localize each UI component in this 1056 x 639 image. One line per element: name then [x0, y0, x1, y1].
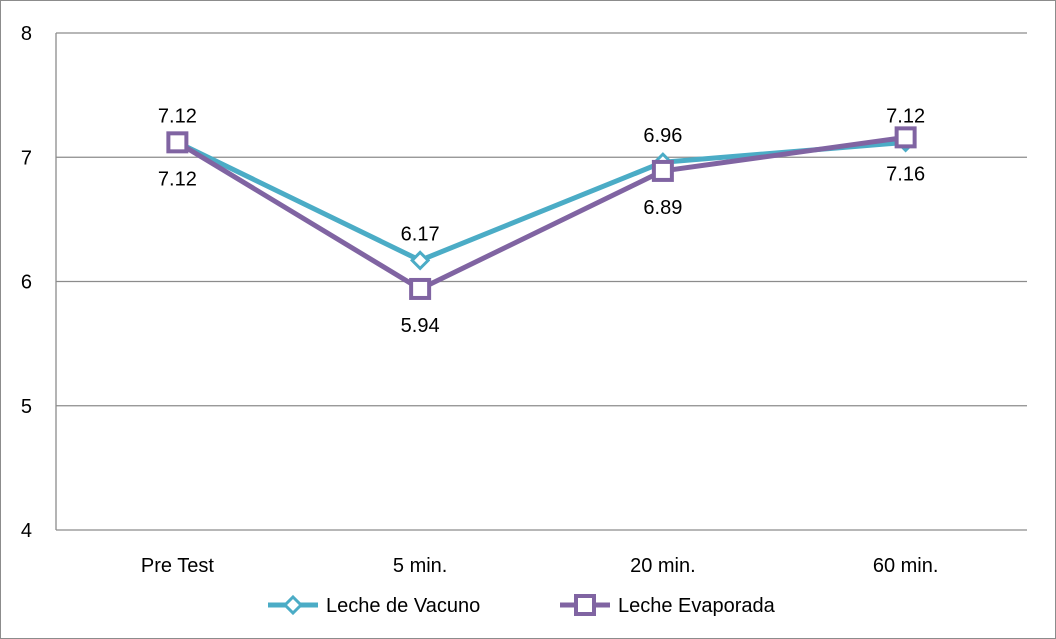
legend-label: Leche de Vacuno [326, 595, 480, 617]
legend-marker-2 [574, 594, 596, 616]
series-2-point-4 [894, 126, 917, 149]
data-labels: 7.12 6.17 6.96 7.12 7.12 5.94 6.89 7.16 [158, 105, 925, 337]
data-label: 6.17 [401, 223, 440, 245]
series-2-point-3 [651, 159, 674, 182]
data-label: 7.16 [886, 163, 925, 185]
legend: Leche de Vacuno Leche Evaporada [268, 594, 776, 617]
series-2-point-1 [166, 131, 189, 154]
data-label: 6.89 [643, 197, 682, 219]
legend-label: Leche Evaporada [618, 595, 776, 617]
series-lines [176, 134, 906, 292]
data-label: 7.12 [158, 105, 197, 127]
x-axis-tick-labels: Pre Test 5 min. 20 min. 60 min. [141, 555, 939, 577]
y-axis-tick-labels: 4 5 6 7 8 [21, 23, 32, 542]
data-label: 7.12 [158, 168, 197, 190]
series-markers [166, 126, 917, 300]
y-tick-label: 7 [21, 147, 32, 169]
gridlines [56, 32, 1027, 407]
data-label: 7.12 [886, 105, 925, 127]
y-tick-label: 4 [21, 520, 32, 542]
plot-area [55, 33, 1027, 531]
data-label: 5.94 [401, 315, 440, 337]
x-tick-label: 20 min. [630, 555, 696, 577]
legend-marker-1 [282, 594, 304, 616]
series-line-2 [176, 134, 906, 292]
series-line-1 [176, 139, 906, 263]
y-tick-label: 6 [21, 272, 32, 294]
x-tick-label: Pre Test [141, 555, 214, 577]
series-1-point-2 [410, 250, 431, 271]
series-2-point-2 [409, 277, 432, 300]
x-tick-label: 5 min. [393, 555, 447, 577]
data-label: 6.96 [643, 125, 682, 147]
y-tick-label: 5 [21, 396, 32, 418]
x-tick-label: 60 min. [873, 555, 939, 577]
y-tick-label: 8 [21, 23, 32, 45]
